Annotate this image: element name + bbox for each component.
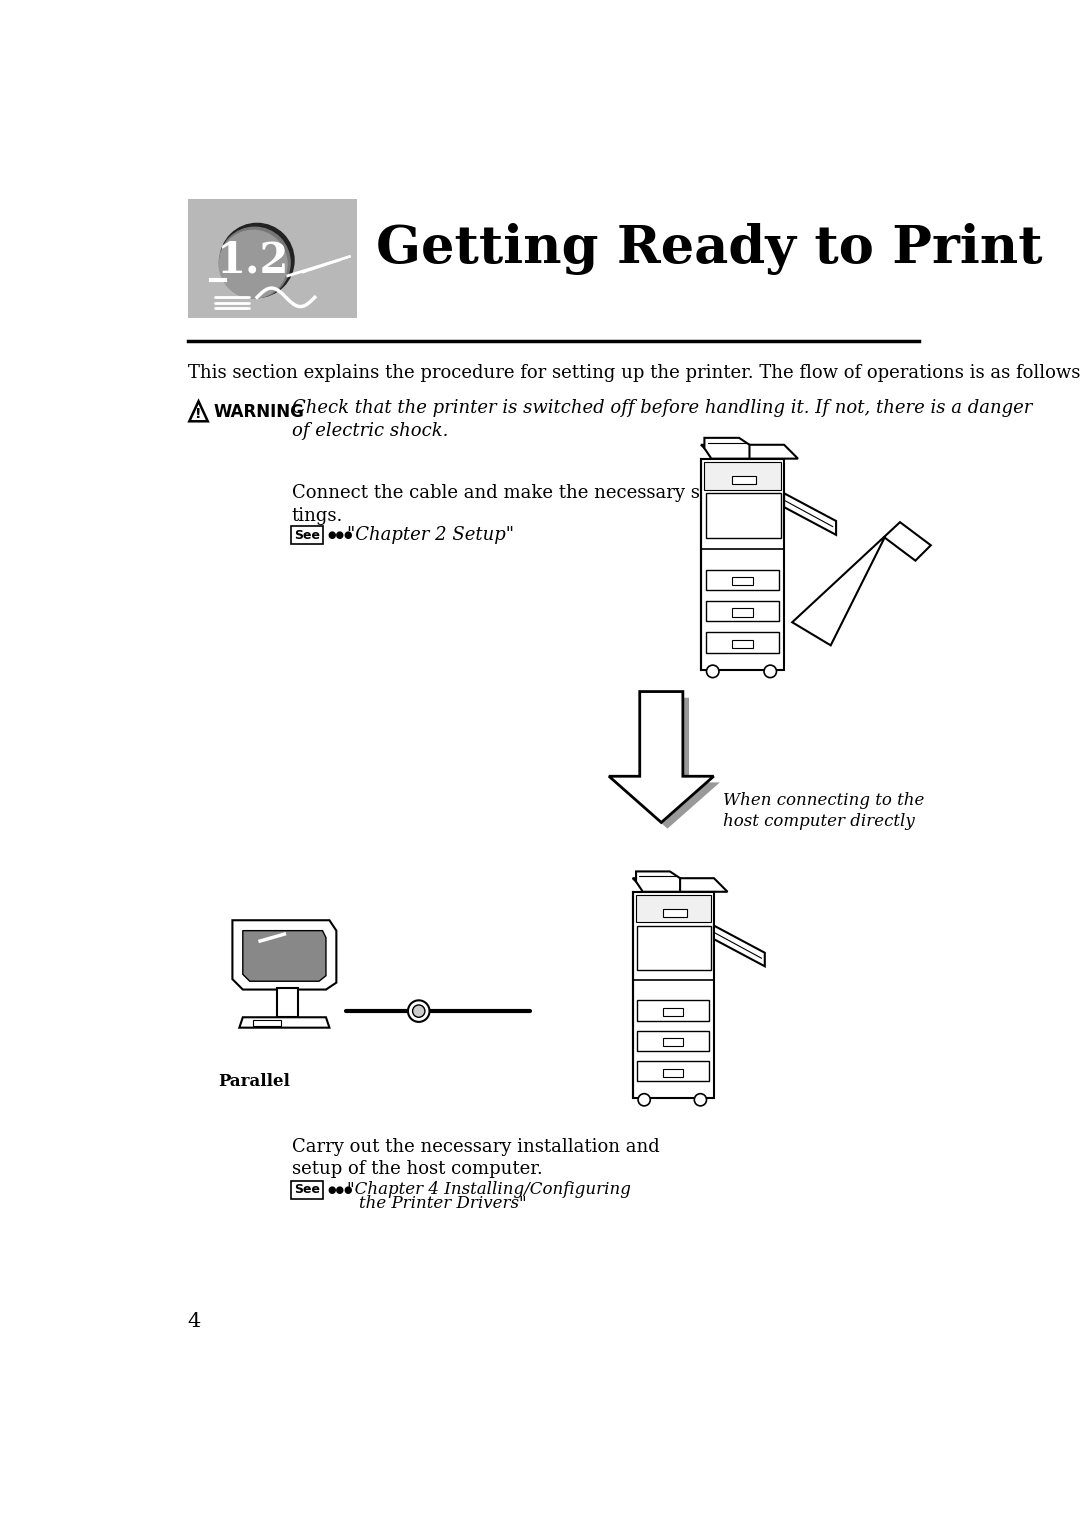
- FancyBboxPatch shape: [732, 608, 753, 617]
- Polygon shape: [704, 439, 750, 458]
- FancyBboxPatch shape: [706, 494, 781, 538]
- Text: Getting Ready to Print: Getting Ready to Print: [377, 223, 1043, 275]
- Text: 1.2: 1.2: [217, 240, 289, 281]
- FancyBboxPatch shape: [188, 199, 357, 318]
- FancyBboxPatch shape: [291, 526, 323, 544]
- Text: "Chapter 4 Installing/Configuring: "Chapter 4 Installing/Configuring: [347, 1181, 631, 1198]
- Text: ●●●: ●●●: [328, 1184, 353, 1195]
- Circle shape: [220, 223, 294, 298]
- Circle shape: [219, 231, 287, 298]
- Text: tings.: tings.: [292, 507, 343, 524]
- FancyBboxPatch shape: [706, 601, 780, 622]
- FancyBboxPatch shape: [637, 1031, 710, 1051]
- Text: of electric shock.: of electric shock.: [292, 422, 448, 440]
- Text: setup of the host computer.: setup of the host computer.: [292, 1160, 542, 1178]
- Text: the Printer Drivers": the Printer Drivers": [360, 1195, 527, 1212]
- Circle shape: [706, 665, 719, 677]
- Text: !: !: [195, 406, 202, 420]
- Text: "Chapter 2 Setup": "Chapter 2 Setup": [347, 526, 514, 544]
- Circle shape: [638, 1094, 650, 1106]
- Polygon shape: [636, 871, 680, 892]
- Polygon shape: [784, 494, 836, 535]
- Circle shape: [413, 1005, 424, 1018]
- FancyBboxPatch shape: [278, 989, 298, 1018]
- Text: 4: 4: [188, 1311, 201, 1331]
- FancyBboxPatch shape: [732, 578, 753, 585]
- Circle shape: [408, 1001, 430, 1022]
- FancyBboxPatch shape: [732, 475, 756, 484]
- Polygon shape: [701, 458, 784, 669]
- FancyBboxPatch shape: [732, 640, 753, 648]
- FancyBboxPatch shape: [706, 570, 780, 590]
- Text: WARNING: WARNING: [214, 403, 305, 422]
- FancyBboxPatch shape: [291, 1181, 323, 1199]
- Text: This section explains the procedure for setting up the printer. The flow of oper: This section explains the procedure for …: [188, 364, 1080, 382]
- Polygon shape: [701, 445, 798, 458]
- Polygon shape: [793, 523, 931, 645]
- Polygon shape: [243, 931, 326, 981]
- Text: Parallel: Parallel: [218, 1073, 291, 1089]
- Polygon shape: [616, 698, 719, 828]
- Polygon shape: [633, 892, 714, 1099]
- Circle shape: [219, 228, 291, 298]
- Circle shape: [764, 665, 777, 677]
- Circle shape: [694, 1094, 706, 1106]
- FancyBboxPatch shape: [637, 1001, 710, 1021]
- FancyBboxPatch shape: [706, 633, 780, 652]
- Polygon shape: [633, 879, 728, 892]
- FancyBboxPatch shape: [663, 909, 687, 917]
- Polygon shape: [232, 920, 336, 990]
- Polygon shape: [609, 692, 714, 822]
- Text: Connect the cable and make the necessary set-: Connect the cable and make the necessary…: [292, 484, 724, 501]
- FancyBboxPatch shape: [663, 1068, 684, 1077]
- FancyBboxPatch shape: [704, 461, 781, 490]
- FancyBboxPatch shape: [663, 1007, 684, 1016]
- Text: When connecting to the: When connecting to the: [723, 792, 924, 808]
- Text: See: See: [294, 1183, 320, 1196]
- Text: ●●●: ●●●: [328, 530, 353, 541]
- Polygon shape: [240, 1018, 329, 1028]
- FancyBboxPatch shape: [253, 1021, 281, 1025]
- Polygon shape: [714, 926, 765, 966]
- FancyBboxPatch shape: [637, 1060, 710, 1082]
- Text: See: See: [294, 529, 320, 542]
- FancyBboxPatch shape: [663, 1038, 684, 1047]
- Text: Check that the printer is switched off before handling it. If not, there is a da: Check that the printer is switched off b…: [292, 399, 1032, 417]
- FancyBboxPatch shape: [636, 895, 711, 923]
- FancyBboxPatch shape: [637, 926, 711, 970]
- Text: Carry out the necessary installation and: Carry out the necessary installation and: [292, 1138, 660, 1157]
- Text: host computer directly: host computer directly: [723, 813, 915, 830]
